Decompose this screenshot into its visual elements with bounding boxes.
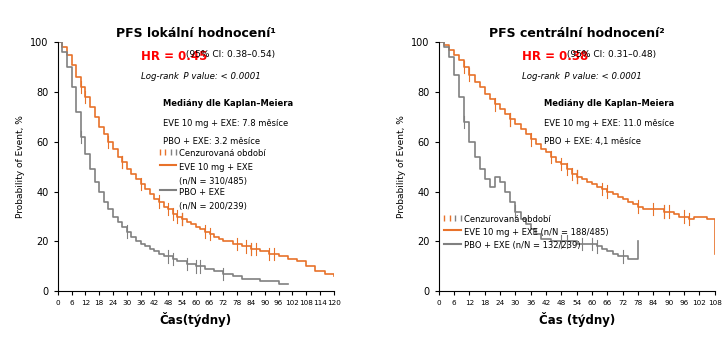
Text: Cenzurovaná období: Cenzurovaná období — [464, 215, 550, 224]
Text: (95% CI: 0.31–0.48): (95% CI: 0.31–0.48) — [565, 49, 656, 59]
Text: EVE 10 mg + EXE: 7.8 měsíce: EVE 10 mg + EXE: 7.8 měsíce — [162, 119, 288, 128]
Text: Log-rank  P value: < 0.0001: Log-rank P value: < 0.0001 — [141, 72, 261, 81]
Text: (n/N = 310/485): (n/N = 310/485) — [179, 177, 247, 186]
X-axis label: Čas (týdny): Čas (týdny) — [539, 312, 615, 327]
Y-axis label: Probability of Event, %: Probability of Event, % — [397, 115, 406, 218]
X-axis label: Čas(týdny): Čas(týdny) — [160, 312, 232, 327]
Text: PBO + EXE: 3.2 měsíce: PBO + EXE: 3.2 měsíce — [162, 137, 260, 146]
Text: PBO + EXE: 4,1 měsíce: PBO + EXE: 4,1 měsíce — [544, 137, 640, 146]
Text: Mediány dle Kaplan–Meiera: Mediány dle Kaplan–Meiera — [162, 99, 293, 108]
Text: HR = 0.38: HR = 0.38 — [521, 49, 588, 62]
Text: PBO + EXE (n/N = 132/239): PBO + EXE (n/N = 132/239) — [464, 241, 580, 251]
Text: Cenzurovaná období: Cenzurovaná období — [179, 149, 266, 158]
Y-axis label: Probability of Event, %: Probability of Event, % — [16, 115, 25, 218]
Text: Log-rank  P value: < 0.0001: Log-rank P value: < 0.0001 — [521, 72, 641, 81]
Text: PBO + EXE: PBO + EXE — [179, 188, 225, 197]
Text: (95% CI: 0.38–0.54): (95% CI: 0.38–0.54) — [183, 49, 276, 59]
Title: PFS lokální hodnocení¹: PFS lokální hodnocení¹ — [116, 27, 276, 40]
Text: Mediány dle Kaplan–Meiera: Mediány dle Kaplan–Meiera — [544, 99, 674, 108]
Text: EVE 10 mg + EXE (n/N = 188/485): EVE 10 mg + EXE (n/N = 188/485) — [464, 228, 608, 237]
Text: EVE 10 mg + EXE: 11.0 měsíce: EVE 10 mg + EXE: 11.0 měsíce — [544, 119, 674, 128]
Title: PFS centrální hodnocení²: PFS centrální hodnocení² — [489, 27, 665, 40]
Text: HR = 0.45: HR = 0.45 — [141, 49, 207, 62]
Text: (n/N = 200/239): (n/N = 200/239) — [179, 202, 247, 211]
Text: EVE 10 mg + EXE: EVE 10 mg + EXE — [179, 163, 253, 172]
